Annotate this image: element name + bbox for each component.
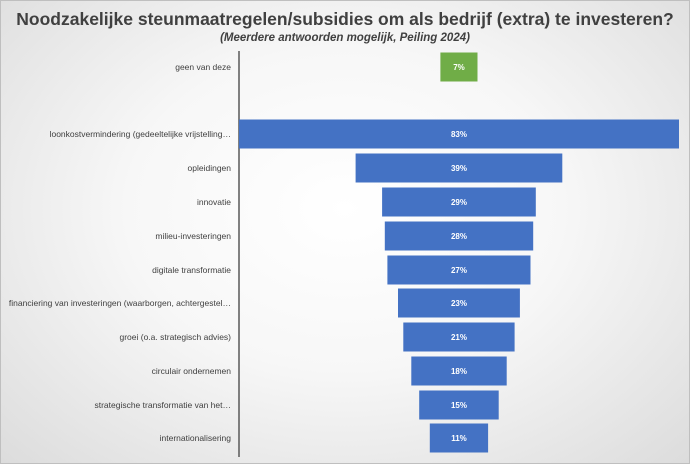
value-label: 18% <box>451 367 467 376</box>
category-label: financiering van investeringen (waarborg… <box>9 298 231 308</box>
category-label: internationalisering <box>160 433 232 443</box>
category-label: milieu-investeringen <box>155 231 231 241</box>
bar <box>355 153 563 183</box>
value-label: 83% <box>451 130 467 139</box>
value-label: 11% <box>451 434 467 443</box>
value-label: 28% <box>451 232 467 241</box>
value-label: 29% <box>451 198 467 207</box>
bar <box>387 255 531 285</box>
value-label: 39% <box>451 164 467 173</box>
chart-title: Noodzakelijke steunmaatregelen/subsidies… <box>16 9 674 29</box>
bars-group <box>239 52 679 453</box>
value-label: 27% <box>451 266 467 275</box>
bar <box>239 119 679 149</box>
category-label: loonkostvermindering (gedeeltelijke vrij… <box>50 129 231 139</box>
bar <box>419 390 499 420</box>
category-label: innovatie <box>197 197 231 207</box>
value-label: 23% <box>451 299 467 308</box>
category-label: circulair ondernemen <box>152 366 232 376</box>
value-labels-group: 7% 83% 39% 29% 28% 27% 23% 21% 18% 15% 11% <box>451 63 467 443</box>
bar <box>411 356 507 386</box>
bar <box>384 221 534 251</box>
bar <box>440 52 478 82</box>
bar <box>398 288 520 318</box>
bar <box>382 187 536 217</box>
category-labels-group: geen van deze loonkostvermindering (gedee… <box>9 62 231 443</box>
value-label: 7% <box>453 63 465 72</box>
bar <box>403 322 515 352</box>
value-label: 21% <box>451 333 467 342</box>
category-label: geen van deze <box>175 62 231 72</box>
category-label: opleidingen <box>188 163 232 173</box>
value-label: 15% <box>451 401 467 410</box>
category-label: groei (o.a. strategisch advies) <box>120 332 232 342</box>
category-label: strategische transformatie van het… <box>94 400 231 410</box>
chart-subtitle: (Meerdere antwoorden mogelijk, Peiling 2… <box>220 32 470 44</box>
bar <box>429 423 489 453</box>
category-label: digitale transformatie <box>152 265 231 275</box>
